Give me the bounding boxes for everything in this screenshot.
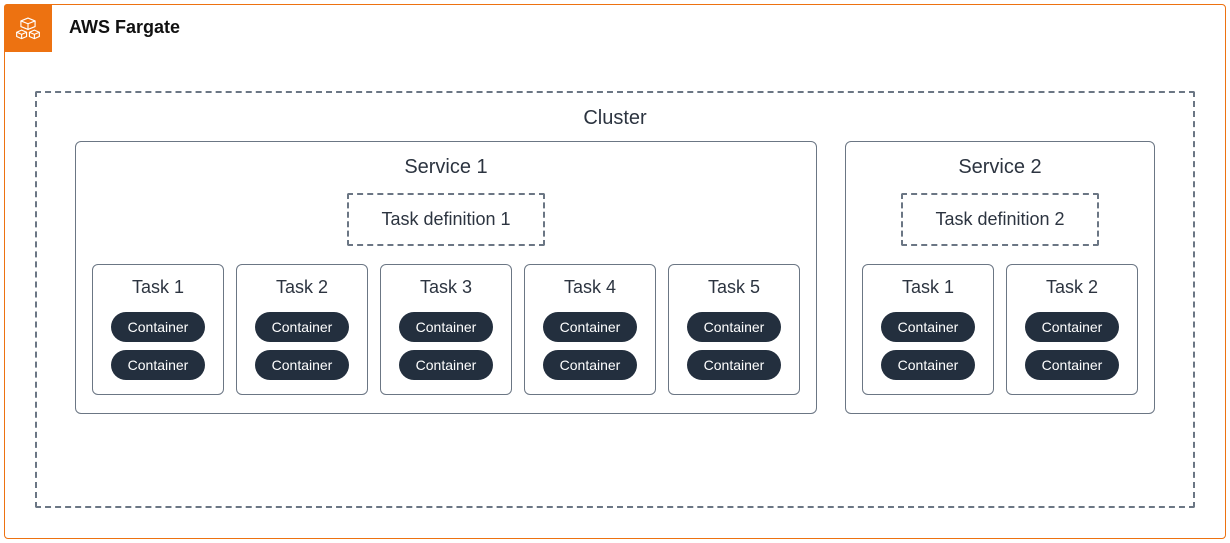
tasks-row: Task 1 Container Container Task 2 Container C… (92, 264, 800, 395)
task-box: Task 2 Container Container (1006, 264, 1138, 395)
container-pill: Container (543, 312, 637, 342)
container-pill: Container (881, 350, 975, 380)
container-pill: Container (687, 350, 781, 380)
task-box: Task 2 Container Container (236, 264, 368, 395)
task-box: Task 1 Container Container (92, 264, 224, 395)
container-pill: Container (111, 350, 205, 380)
container-pill: Container (1025, 350, 1119, 380)
container-pill: Container (881, 312, 975, 342)
container-pill: Container (255, 312, 349, 342)
page-title: AWS Fargate (69, 17, 180, 38)
fargate-icon-svg (11, 11, 45, 45)
container-pill: Container (111, 312, 205, 342)
task-box: Task 1 Container Container (862, 264, 994, 395)
container-pill: Container (543, 350, 637, 380)
fargate-icon (4, 4, 52, 52)
service-box: Service 2 Task definition 2 Task 1 Containe… (845, 141, 1155, 414)
task-label: Task 1 (873, 277, 983, 298)
tasks-row: Task 1 Container Container Task 2 Container C… (862, 264, 1138, 395)
task-definition-box: Task definition 2 (901, 193, 1098, 246)
container-pill: Container (255, 350, 349, 380)
task-label: Task 1 (103, 277, 213, 298)
task-definition-box: Task definition 1 (347, 193, 544, 246)
container-pill: Container (399, 350, 493, 380)
task-box: Task 4 Container Container (524, 264, 656, 395)
container-pill: Container (399, 312, 493, 342)
task-label: Task 5 (679, 277, 789, 298)
task-label: Task 2 (247, 277, 357, 298)
container-pill: Container (1025, 312, 1119, 342)
container-pill: Container (687, 312, 781, 342)
service-label: Service 2 (862, 156, 1138, 179)
fargate-outer-box: AWS Fargate Cluster Service 1 Task defini… (4, 4, 1226, 539)
task-label: Task 3 (391, 277, 501, 298)
service-box: Service 1 Task definition 1 Task 1 Containe… (75, 141, 817, 414)
task-label: Task 2 (1017, 277, 1127, 298)
task-label: Task 4 (535, 277, 645, 298)
cluster-box: Cluster Service 1 Task definition 1 Task 1… (35, 91, 1195, 508)
task-box: Task 5 Container Container (668, 264, 800, 395)
cluster-label: Cluster (37, 107, 1193, 130)
services-row: Service 1 Task definition 1 Task 1 Containe… (37, 141, 1193, 438)
service-label: Service 1 (92, 156, 800, 179)
task-box: Task 3 Container Container (380, 264, 512, 395)
